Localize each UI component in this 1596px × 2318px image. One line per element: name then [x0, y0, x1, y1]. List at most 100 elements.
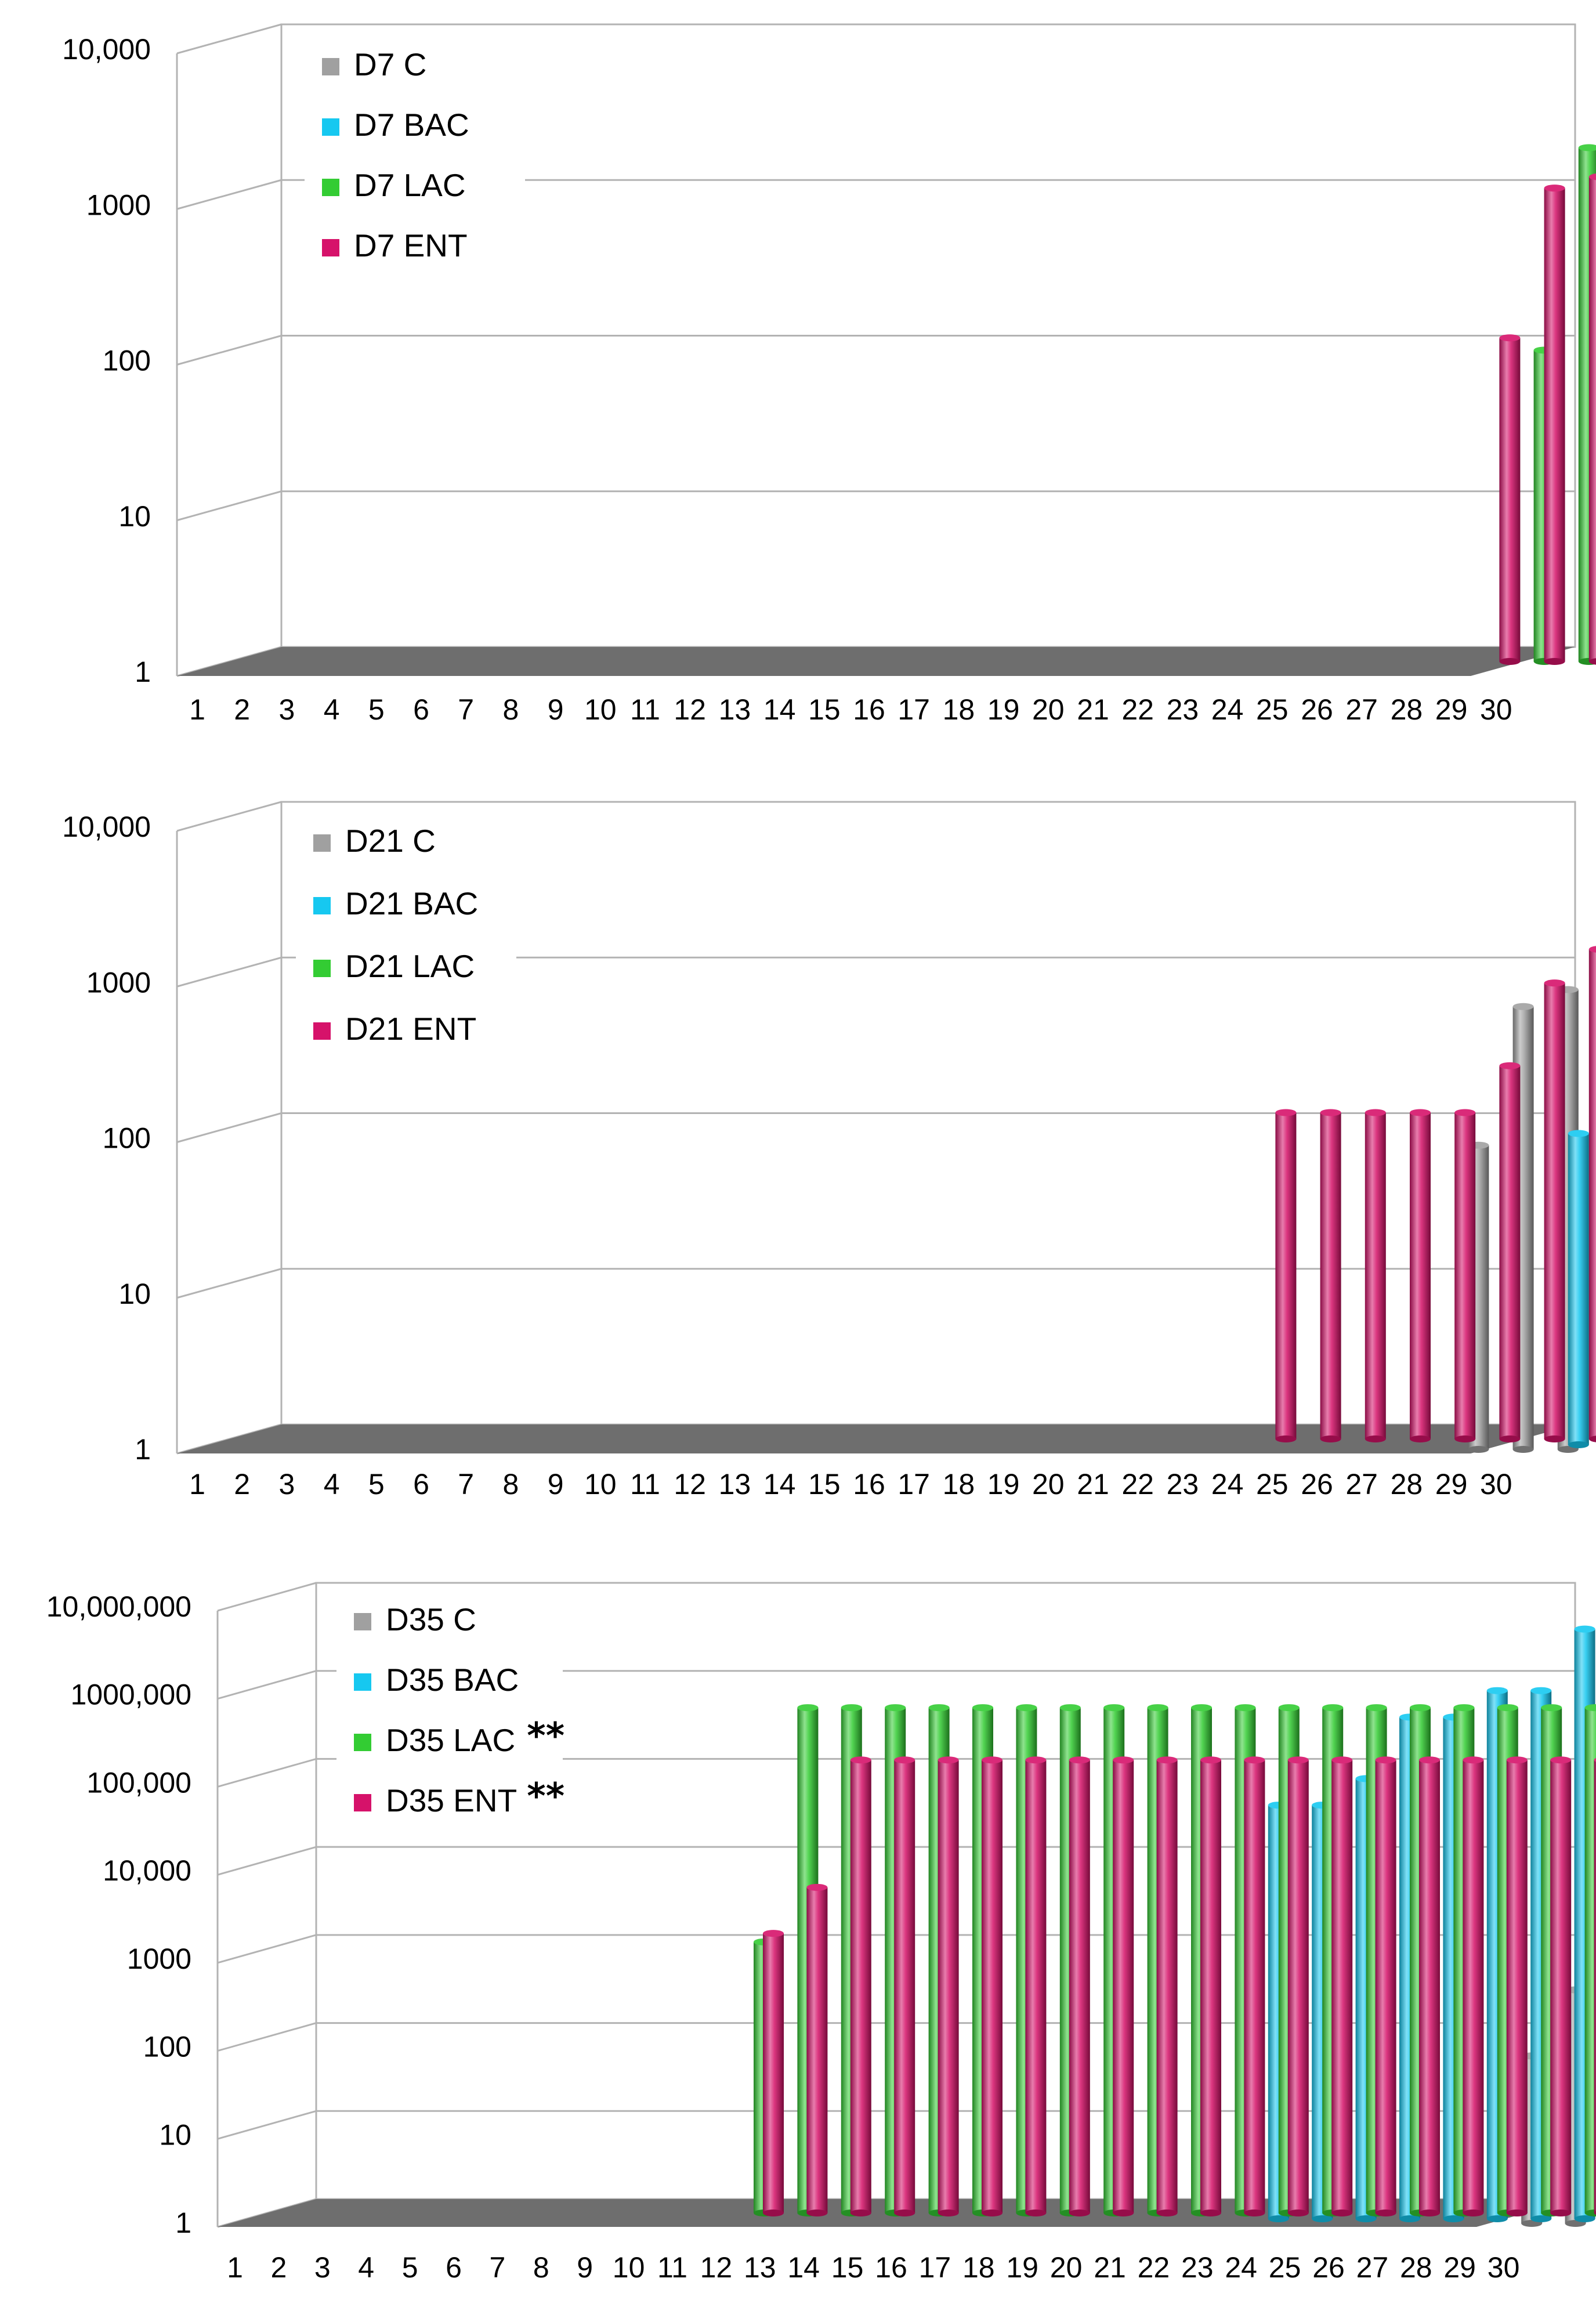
bar-cap	[1059, 1704, 1081, 1712]
legend-label: D35 C	[386, 1601, 476, 1637]
bar-ent-30	[1594, 1758, 1596, 2215]
bar-body	[938, 1760, 959, 2213]
x-tick-label: 24	[1225, 2251, 1257, 2284]
x-tick-label: 6	[446, 2251, 462, 2284]
legend-swatch-bac	[322, 118, 339, 136]
x-tick-label: 14	[763, 693, 796, 726]
bar-base	[1588, 658, 1596, 665]
x-tick-label: 3	[278, 693, 295, 726]
bar-base	[1544, 658, 1565, 665]
bar-ent-14	[894, 1756, 915, 2216]
gridline-side	[217, 1670, 317, 1700]
bar-ent-18	[1069, 1756, 1090, 2216]
x-tick-label: 8	[502, 1468, 519, 1500]
bar-base	[1512, 1446, 1534, 1453]
bar-ent-23	[1287, 1756, 1309, 2216]
bar-body	[1025, 1760, 1047, 2213]
x-tick-label: 19	[987, 693, 1020, 726]
bar-body	[1454, 1112, 1476, 1439]
bar-cap	[1235, 1704, 1256, 1712]
legend-label: D21 BAC	[345, 885, 478, 921]
bar-ent-24	[1320, 1109, 1341, 1442]
y-tick-label: 1	[135, 1433, 151, 1466]
legend-swatch-lac	[322, 179, 339, 196]
bar-cap	[1574, 1625, 1595, 1633]
legend-swatch-ent	[322, 239, 339, 256]
bar-ent-25	[1365, 1109, 1386, 1442]
bar-base	[1287, 2209, 1309, 2216]
x-tick-label: 9	[548, 693, 564, 726]
y-tick-label: 1000,000	[70, 1679, 191, 1711]
legend: D21 C D21 BAC D21 LAC D21 ENT	[296, 808, 516, 1069]
gridline-side	[176, 179, 282, 210]
x-tick-label: 2	[234, 1468, 250, 1500]
bars	[754, 1625, 1596, 2227]
y-tick-label: 100,000	[86, 1766, 191, 1799]
x-tick-label: 21	[1077, 1468, 1109, 1500]
bar-lac-30	[1584, 1704, 1596, 2216]
bar-ent-12	[806, 1883, 828, 2216]
x-tick-label: 12	[674, 1468, 706, 1500]
bar-ent-29	[1550, 1756, 1572, 2216]
bar-cap	[1278, 1704, 1300, 1712]
x-tick-label: 29	[1435, 693, 1468, 726]
y-tick-label: 1	[175, 2207, 191, 2239]
bar-body	[1588, 176, 1596, 661]
x-tick-label: 16	[853, 693, 885, 726]
bar-base	[1244, 2209, 1265, 2216]
bar-cap	[1486, 1687, 1508, 1694]
gridline-side	[176, 335, 282, 366]
bar-body	[1550, 1760, 1572, 2213]
bar-base	[1355, 2215, 1377, 2222]
x-tick-label: 19	[987, 1468, 1020, 1500]
bar-cap	[1584, 1704, 1596, 1712]
x-tick-label: 28	[1391, 693, 1423, 726]
x-tick-label: 2	[234, 693, 250, 726]
x-tick-label: 27	[1345, 693, 1378, 726]
floor	[177, 647, 1575, 676]
x-tick-label: 30	[1488, 2251, 1520, 2284]
bar-body	[1113, 1760, 1134, 2213]
bar-cap	[1497, 1704, 1518, 1712]
x-tick-label: 6	[413, 693, 429, 726]
legend-label: D21 ENT	[345, 1011, 476, 1047]
bar-base	[1375, 2209, 1396, 2216]
bar-base	[1200, 2209, 1221, 2216]
bar-base	[894, 2209, 915, 2216]
bar-body	[1375, 1760, 1396, 2213]
bar-body	[982, 1760, 1003, 2213]
x-tick-label: 29	[1435, 1468, 1468, 1500]
bar-ent-15	[938, 1756, 959, 2216]
x-tick-label: 5	[368, 1468, 385, 1500]
legend-label: D35 LAC	[386, 1722, 515, 1758]
x-tick-label: 25	[1256, 693, 1289, 726]
bar-ent-29	[1544, 185, 1565, 665]
bar-base	[806, 2209, 828, 2216]
x-tick-label: 19	[1006, 2251, 1038, 2284]
bar-cap	[1541, 1704, 1562, 1712]
x-tick-label: 24	[1211, 693, 1244, 726]
x-tick-label: 23	[1181, 2251, 1214, 2284]
x-tick-label: 14	[763, 1468, 796, 1500]
bar-body	[1506, 1760, 1528, 2213]
bar-cap	[1530, 1687, 1552, 1694]
x-tick-label: 2	[270, 2251, 287, 2284]
bar-ent-29	[1544, 979, 1565, 1442]
bar-base	[763, 2209, 784, 2216]
bar-ent-13	[850, 1756, 871, 2216]
legend-swatch-c	[322, 58, 339, 75]
bar-base	[1156, 2209, 1178, 2216]
bar-base	[1574, 2215, 1595, 2222]
x-tick-label: 27	[1345, 1468, 1378, 1500]
bar-base	[1419, 2209, 1440, 2216]
bar-body	[1320, 1112, 1341, 1439]
significance-stars: **	[527, 1715, 564, 1757]
bar-cap	[1191, 1704, 1212, 1712]
x-tick-label: 22	[1138, 2251, 1170, 2284]
bar-cap	[1156, 1756, 1178, 1764]
bar-cap	[1331, 1756, 1353, 1764]
bar-base	[1275, 1435, 1297, 1442]
bar-ent-26	[1419, 1756, 1440, 2216]
x-tick-label: 12	[674, 693, 706, 726]
